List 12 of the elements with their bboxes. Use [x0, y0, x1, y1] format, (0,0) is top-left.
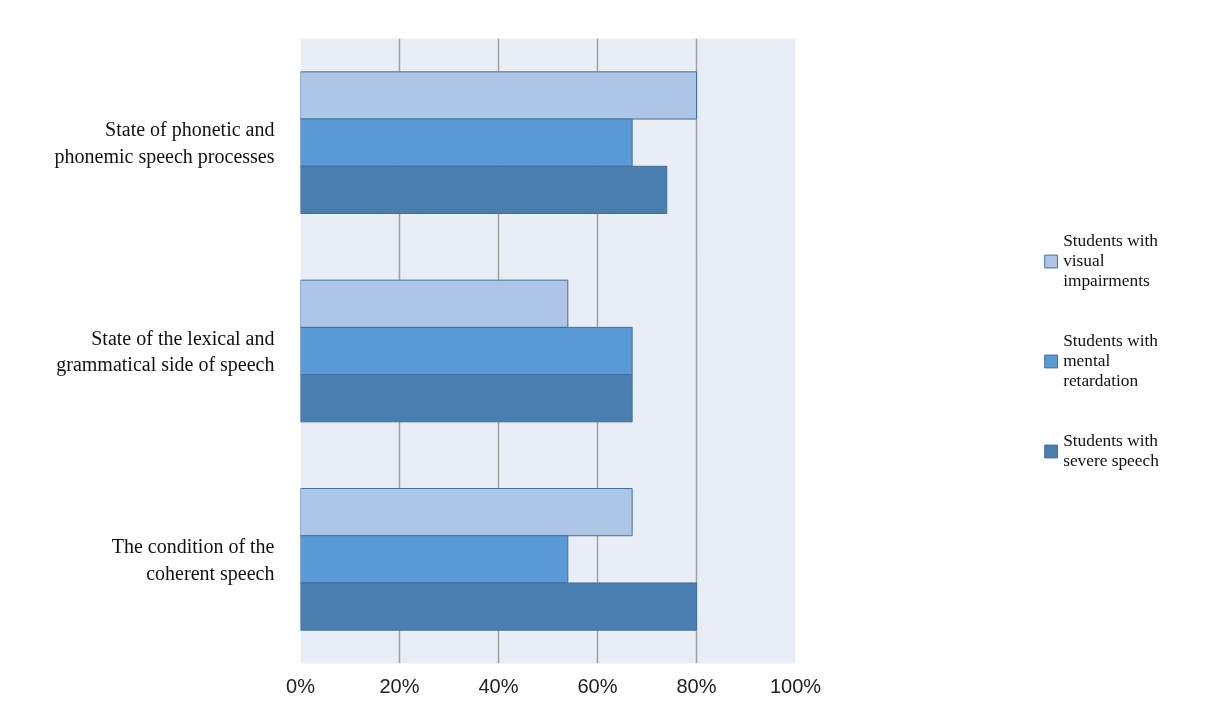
x-tick-label: 100% [769, 674, 822, 697]
x-tick-label: 80% [676, 674, 717, 697]
x-tick-label: 0% [286, 674, 316, 697]
legend-label: Students with visual impairments [1063, 230, 1158, 291]
y-tick-label: State of phonetic and phonemic speech processes [54, 118, 275, 168]
legend-label: Students with severe speech [1063, 430, 1159, 471]
x-tick-label: 20% [379, 674, 420, 697]
x-tick-label: 40% [478, 674, 519, 697]
legend-label: Students with mental retardation [1063, 330, 1158, 391]
y-tick-label: The condition of the coherent speech [111, 535, 275, 585]
y-tick-label: State of the lexical and grammatical side of speech [56, 326, 275, 377]
x-tick-label: 60% [577, 674, 618, 697]
